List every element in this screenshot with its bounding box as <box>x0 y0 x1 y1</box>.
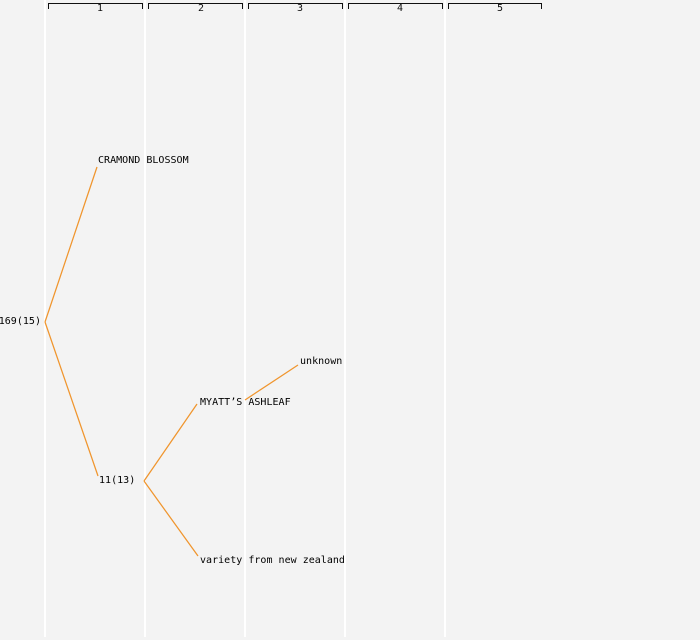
node-cramond-blossom[interactable]: CRAMOND BLOSSOM <box>98 155 189 166</box>
bracket-tick-right <box>241 2 243 9</box>
bracket-tick-right <box>540 2 542 9</box>
generation-gridline-2 <box>144 0 146 637</box>
bracket-tick-left <box>148 2 150 9</box>
generation-gridline-5 <box>444 0 446 637</box>
node-myatts-ashleaf[interactable]: MYATT’S ASHLEAF <box>200 397 291 408</box>
bracket-tick-left <box>48 2 50 9</box>
generation-bracket-4: 4 <box>348 2 443 14</box>
generation-number-3: 3 <box>296 3 304 14</box>
generation-bracket-1: 1 <box>48 2 143 14</box>
generation-number-5: 5 <box>496 3 504 14</box>
bracket-tick-right <box>441 2 443 9</box>
bracket-tick-right <box>141 2 143 9</box>
generation-gridline-4 <box>344 0 346 637</box>
generation-bracket-5: 5 <box>448 2 542 14</box>
node-n169[interactable]: 169(15) <box>0 316 41 327</box>
bracket-tick-left <box>248 2 250 9</box>
tree-edge-n169-n11 <box>44 321 99 477</box>
generation-gridline-1 <box>44 0 46 637</box>
node-variety-nz[interactable]: variety from new zealand <box>200 555 345 566</box>
generation-gridline-3 <box>244 0 246 637</box>
bracket-tick-right <box>341 2 343 9</box>
generation-number-1: 1 <box>96 3 104 14</box>
bracket-tick-left <box>348 2 350 9</box>
generation-number-2: 2 <box>197 3 205 14</box>
node-unknown[interactable]: unknown <box>300 356 343 367</box>
generation-bracket-2: 2 <box>148 2 243 14</box>
generation-number-4: 4 <box>396 3 404 14</box>
bracket-tick-left <box>448 2 450 9</box>
tree-edge-n11-myatts-ashleaf <box>143 403 198 482</box>
tree-edge-n169-cramond-blossom <box>44 166 98 323</box>
tree-edge-myatts-ashleaf-unknown <box>244 364 299 401</box>
generation-bracket-3: 3 <box>248 2 343 14</box>
node-n11[interactable]: 11(13) <box>99 475 136 486</box>
tree-edge-n11-variety-nz <box>143 480 199 557</box>
